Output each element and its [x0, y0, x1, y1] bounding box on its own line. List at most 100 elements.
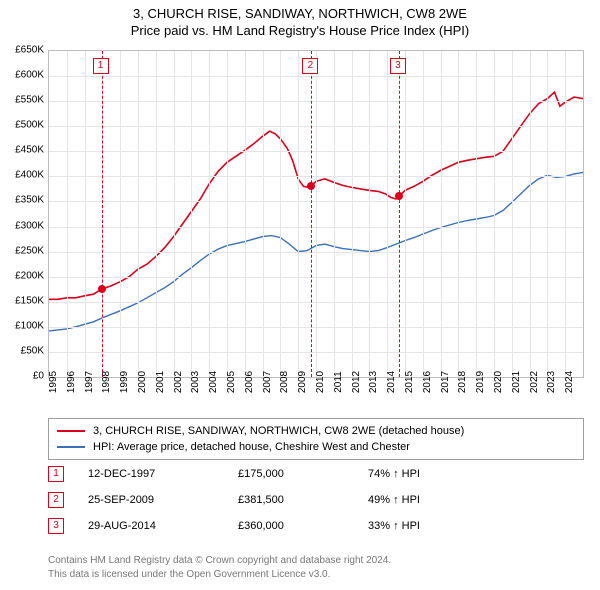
sale-marker-line	[399, 51, 400, 377]
sale-row-3: 3 29-AUG-2014 £360,000 33% ↑ HPI	[48, 518, 584, 534]
gridline-v	[369, 51, 370, 377]
x-axis-label: 1997	[84, 371, 95, 393]
legend-swatch-hpi	[57, 446, 85, 448]
y-axis-label: £250K	[15, 245, 44, 256]
legend-label-property: 3, CHURCH RISE, SANDIWAY, NORTHWICH, CW8…	[93, 425, 464, 437]
gridline-v	[138, 51, 139, 377]
gridline-v	[565, 51, 566, 377]
gridline-v	[334, 51, 335, 377]
y-axis-label: £500K	[15, 120, 44, 131]
x-axis-label: 2024	[564, 371, 575, 393]
sale-marker-badge: 1	[93, 58, 109, 74]
gridline-v	[423, 51, 424, 377]
gridline-v	[191, 51, 192, 377]
gridline-v	[174, 51, 175, 377]
legend-swatch-property	[57, 430, 85, 432]
x-axis-label: 2000	[137, 371, 148, 393]
x-axis-label: 1999	[119, 371, 130, 393]
y-axis-label: £150K	[15, 295, 44, 306]
sale-price-1: £175,000	[238, 468, 368, 480]
sale-marker-line	[102, 51, 103, 377]
gridline-v	[245, 51, 246, 377]
chart-titles: 3, CHURCH RISE, SANDIWAY, NORTHWICH, CW8…	[0, 0, 600, 38]
attribution: Contains HM Land Registry data © Crown c…	[48, 554, 391, 581]
x-axis-label: 2011	[333, 371, 344, 393]
gridline-v	[458, 51, 459, 377]
legend-item-hpi: HPI: Average price, detached house, Ches…	[57, 439, 575, 455]
x-axis-label: 2021	[511, 371, 522, 393]
sale-marker-1: 1	[48, 466, 64, 482]
x-axis-label: 2009	[297, 371, 308, 393]
x-axis-label: 2002	[173, 371, 184, 393]
x-axis-label: 2023	[546, 371, 557, 393]
sale-marker-line	[311, 51, 312, 377]
x-axis-label: 2008	[279, 371, 290, 393]
y-axis-label: £200K	[15, 270, 44, 281]
x-axis-label: 2003	[190, 371, 201, 393]
x-axis-label: 2007	[262, 371, 273, 393]
sale-delta-2: 49% ↑ HPI	[368, 494, 420, 506]
x-axis-label: 2013	[368, 371, 379, 393]
gridline-v	[280, 51, 281, 377]
gridline-v	[156, 51, 157, 377]
sale-marker-3: 3	[48, 518, 64, 534]
attribution-line2: This data is licensed under the Open Gov…	[48, 568, 391, 582]
y-axis-label: £550K	[15, 95, 44, 106]
gridline-v	[530, 51, 531, 377]
x-axis-label: 2018	[457, 371, 468, 393]
sale-marker-badge: 2	[302, 58, 318, 74]
sale-row-2: 2 25-SEP-2009 £381,500 49% ↑ HPI	[48, 492, 584, 508]
gridline-v	[405, 51, 406, 377]
gridline-v	[298, 51, 299, 377]
gridline-v	[512, 51, 513, 377]
y-axis-label: £0	[33, 371, 44, 382]
sale-marker-dot	[395, 192, 403, 200]
x-axis-label: 2022	[529, 371, 540, 393]
gridline-v	[67, 51, 68, 377]
y-axis-label: £600K	[15, 70, 44, 81]
legend: 3, CHURCH RISE, SANDIWAY, NORTHWICH, CW8…	[48, 418, 584, 460]
x-axis-label: 2019	[475, 371, 486, 393]
sale-date-1: 12-DEC-1997	[88, 468, 238, 480]
y-axis-label: £650K	[15, 45, 44, 56]
x-axis-label: 2015	[404, 371, 415, 393]
chart-subtitle: Price paid vs. HM Land Registry's House …	[0, 23, 600, 38]
sale-delta-1: 74% ↑ HPI	[368, 468, 420, 480]
gridline-v	[120, 51, 121, 377]
sale-price-3: £360,000	[238, 520, 368, 532]
sale-delta-3: 33% ↑ HPI	[368, 520, 420, 532]
gridline-v	[85, 51, 86, 377]
x-axis-label: 2016	[422, 371, 433, 393]
x-axis-label: 2004	[208, 371, 219, 393]
x-axis-label: 2005	[226, 371, 237, 393]
sale-price-2: £381,500	[238, 494, 368, 506]
gridline-v	[102, 51, 103, 377]
gridline-v	[494, 51, 495, 377]
y-axis-label: £450K	[15, 145, 44, 156]
x-axis-label: 2014	[386, 371, 397, 393]
x-axis-label: 1998	[101, 371, 112, 393]
gridline-v	[227, 51, 228, 377]
attribution-line1: Contains HM Land Registry data © Crown c…	[48, 554, 391, 568]
x-axis-label: 2012	[351, 371, 362, 393]
gridline-v	[316, 51, 317, 377]
plot-area	[48, 50, 584, 378]
chart-title-address: 3, CHURCH RISE, SANDIWAY, NORTHWICH, CW8…	[0, 6, 600, 21]
gridline-v	[209, 51, 210, 377]
y-axis-label: £350K	[15, 195, 44, 206]
gridline-v	[263, 51, 264, 377]
legend-item-property: 3, CHURCH RISE, SANDIWAY, NORTHWICH, CW8…	[57, 423, 575, 439]
sale-date-2: 25-SEP-2009	[88, 494, 238, 506]
sale-marker-dot	[307, 182, 315, 190]
gridline-v	[441, 51, 442, 377]
sale-marker-2: 2	[48, 492, 64, 508]
gridline-v	[387, 51, 388, 377]
chart-container: 3, CHURCH RISE, SANDIWAY, NORTHWICH, CW8…	[0, 0, 600, 590]
legend-label-hpi: HPI: Average price, detached house, Ches…	[93, 441, 410, 453]
y-axis-label: £100K	[15, 320, 44, 331]
x-axis-label: 2001	[155, 371, 166, 393]
sale-row-1: 1 12-DEC-1997 £175,000 74% ↑ HPI	[48, 466, 584, 482]
x-axis-label: 2006	[244, 371, 255, 393]
gridline-v	[352, 51, 353, 377]
x-axis-label: 2020	[493, 371, 504, 393]
